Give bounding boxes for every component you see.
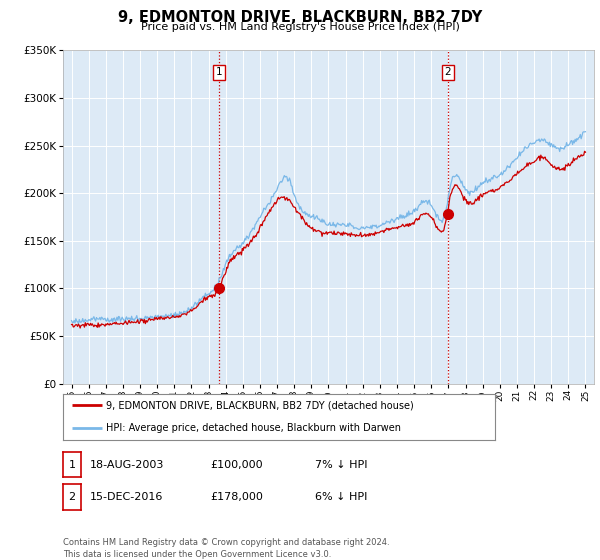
Text: HPI: Average price, detached house, Blackburn with Darwen: HPI: Average price, detached house, Blac… xyxy=(106,423,401,433)
Text: 15-DEC-2016: 15-DEC-2016 xyxy=(90,492,163,502)
Text: 9, EDMONTON DRIVE, BLACKBURN, BB2 7DY (detached house): 9, EDMONTON DRIVE, BLACKBURN, BB2 7DY (d… xyxy=(106,400,414,410)
Text: 9, EDMONTON DRIVE, BLACKBURN, BB2 7DY: 9, EDMONTON DRIVE, BLACKBURN, BB2 7DY xyxy=(118,10,482,25)
Text: Contains HM Land Registry data © Crown copyright and database right 2024.
This d: Contains HM Land Registry data © Crown c… xyxy=(63,538,389,559)
Text: 2: 2 xyxy=(68,492,76,502)
Text: Price paid vs. HM Land Registry's House Price Index (HPI): Price paid vs. HM Land Registry's House … xyxy=(140,22,460,32)
Text: 2: 2 xyxy=(445,67,451,77)
Text: £178,000: £178,000 xyxy=(210,492,263,502)
Text: 6% ↓ HPI: 6% ↓ HPI xyxy=(315,492,367,502)
Text: 1: 1 xyxy=(68,460,76,469)
Text: 18-AUG-2003: 18-AUG-2003 xyxy=(90,460,164,469)
Text: £100,000: £100,000 xyxy=(210,460,263,469)
Text: 7% ↓ HPI: 7% ↓ HPI xyxy=(315,460,367,469)
Text: 1: 1 xyxy=(216,67,223,77)
